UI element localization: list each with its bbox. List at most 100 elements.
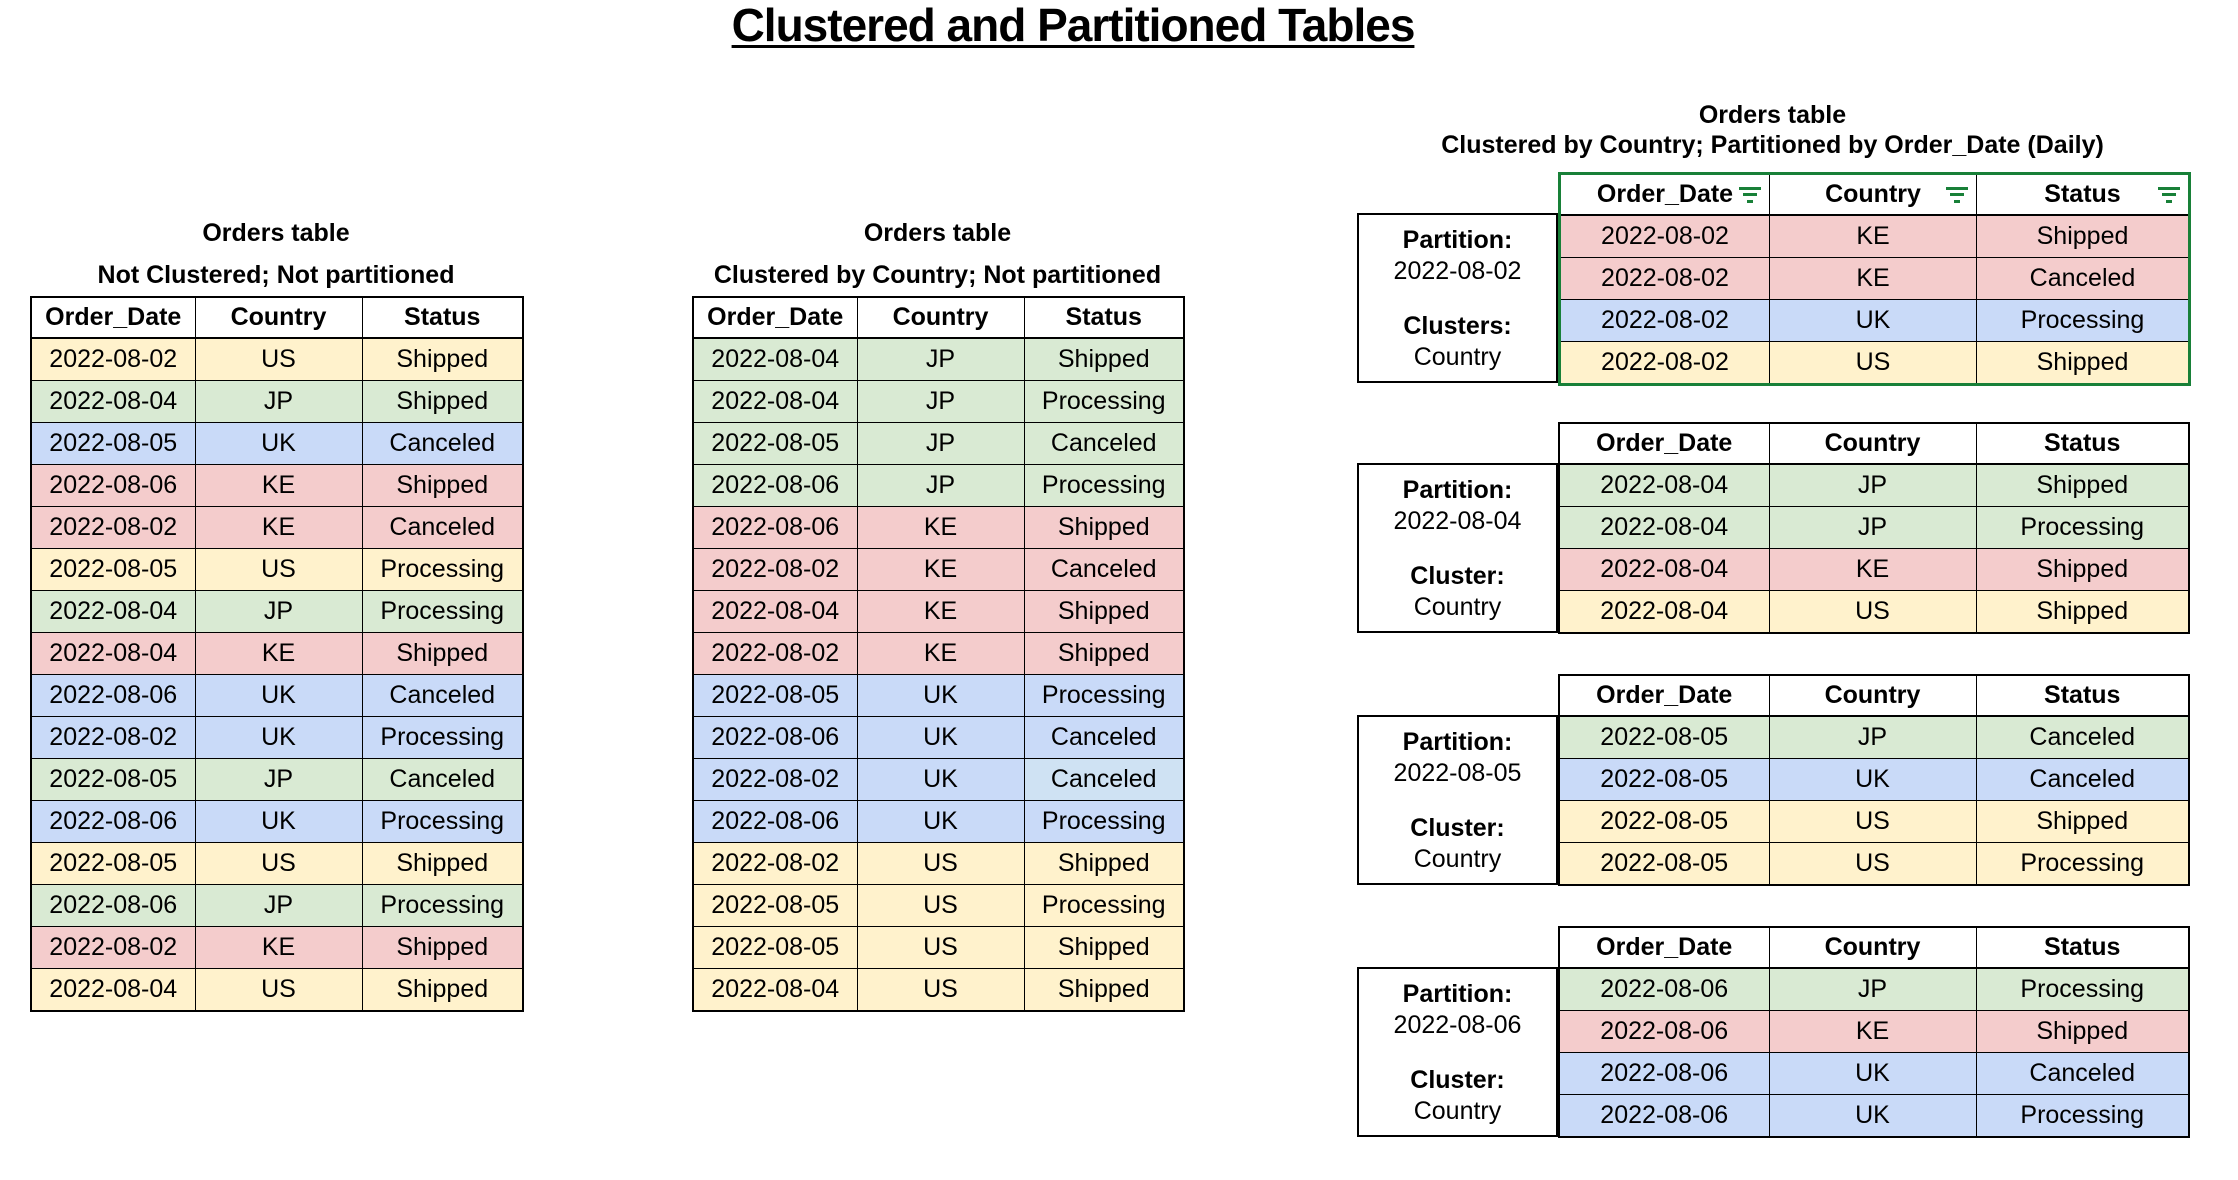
table-row: 2022-08-05 US Processing	[692, 884, 1185, 927]
status-cell: Canceled	[1023, 422, 1185, 465]
country-cell: JP	[1768, 715, 1977, 759]
column-header-label: Order_Date	[1596, 180, 1734, 208]
cluster-label: Clusters:	[1403, 312, 1512, 340]
table-row: 2022-08-05 JP Canceled	[30, 758, 524, 801]
partition-label-box: Partition: 2022-08-05 Cluster: Country	[1357, 715, 1558, 885]
order-date-cell: 2022-08-04	[1558, 590, 1770, 634]
status-cell: Processing	[1975, 1094, 2190, 1138]
status-cell: Canceled	[1976, 257, 2190, 300]
order-date-cell: 2022-08-02	[692, 548, 858, 591]
column-header-order-date: Order_Date	[1558, 674, 1770, 717]
table-row: 2022-08-04 US Shipped	[1558, 590, 2190, 634]
country-cell: JP	[1768, 506, 1977, 549]
column-header-status: Status	[1975, 926, 2190, 969]
order-date-cell: 2022-08-04	[30, 632, 196, 675]
table-row: 2022-08-06 UK Processing	[692, 800, 1185, 843]
order-date-cell: 2022-08-05	[692, 422, 858, 465]
status-cell: Processing	[361, 716, 524, 759]
country-cell: UK	[194, 422, 363, 465]
status-cell: Canceled	[361, 758, 524, 801]
column-header-order-date: Order_Date	[692, 296, 858, 339]
country-cell: KE	[194, 506, 363, 549]
status-cell: Shipped	[1976, 214, 2190, 258]
table-row: 2022-08-06 UK Canceled	[30, 674, 524, 717]
partition-value: 2022-08-05	[1393, 759, 1522, 787]
status-cell: Shipped	[1023, 590, 1185, 633]
orders-table-clustered: Order_Date Country Status 2022-08-04 JP …	[692, 296, 1185, 1012]
status-cell: Processing	[1023, 884, 1185, 927]
country-cell: KE	[856, 506, 1025, 549]
table-caption: Orders table	[202, 219, 350, 247]
country-cell: US	[194, 337, 363, 381]
table-row: 2022-08-02 US Shipped	[1559, 341, 2190, 385]
order-date-cell: 2022-08-04	[692, 337, 858, 381]
country-cell: UK	[1768, 1094, 1977, 1138]
header-row: Order_Date Country Status	[1558, 674, 2190, 717]
table-row: 2022-08-04 US Shipped	[692, 968, 1185, 1012]
country-cell: US	[194, 548, 363, 591]
order-date-cell: 2022-08-06	[1558, 1094, 1770, 1138]
country-cell: JP	[194, 590, 363, 633]
table-row: 2022-08-02 US Shipped	[30, 337, 524, 381]
status-cell: Processing	[1023, 800, 1185, 843]
order-date-cell: 2022-08-05	[30, 842, 196, 885]
order-date-cell: 2022-08-04	[1558, 506, 1770, 549]
country-cell: JP	[194, 884, 363, 927]
partition-label: Partition:	[1402, 728, 1513, 756]
status-cell: Shipped	[361, 337, 524, 381]
partition-block-2022-08-04: Partition: 2022-08-04 Cluster: Country O…	[1357, 422, 2190, 634]
order-date-cell: 2022-08-02	[30, 506, 196, 549]
status-cell: Processing	[1975, 506, 2190, 549]
country-cell: JP	[856, 380, 1025, 423]
order-date-cell: 2022-08-06	[692, 464, 858, 507]
order-date-cell: 2022-08-05	[1558, 800, 1770, 843]
header-row: Order_Date Country Status	[1559, 173, 2190, 216]
country-cell: KE	[1769, 214, 1977, 258]
cluster-value: Country	[1413, 1097, 1502, 1125]
cluster-label: Cluster:	[1410, 1066, 1505, 1094]
table-row: 2022-08-04 JP Processing	[30, 590, 524, 633]
table-caption: Orders table	[863, 219, 1012, 247]
table-row: 2022-08-05 US Processing	[30, 548, 524, 591]
filter-icon[interactable]	[2157, 186, 2181, 203]
order-date-cell: 2022-08-05	[30, 548, 196, 591]
filter-icon[interactable]	[1738, 186, 1762, 203]
country-cell: UK	[194, 800, 363, 843]
header-row: Order_Date Country Status	[1558, 926, 2190, 969]
status-cell: Processing	[361, 590, 524, 633]
cluster-stanza: Clusters: Country	[1361, 311, 1554, 373]
order-date-cell: 2022-08-05	[1558, 758, 1770, 801]
status-cell: Processing	[361, 548, 524, 591]
cluster-stanza: Cluster: Country	[1361, 561, 1554, 623]
order-date-cell: 2022-08-04	[1558, 463, 1770, 507]
table-row: 2022-08-05 JP Canceled	[1558, 715, 2190, 759]
partitioned-table-group: Orders table Clustered by Country; Parti…	[1357, 100, 2191, 1138]
filter-icon[interactable]	[1945, 186, 1969, 203]
table-row: 2022-08-05 US Shipped	[1558, 800, 2190, 843]
order-date-cell: 2022-08-02	[1559, 299, 1770, 342]
clustered-table-group: Orders table Clustered by Country; Not p…	[692, 218, 1185, 1012]
country-cell: UK	[856, 674, 1025, 717]
partition-stanza: Partition: 2022-08-04	[1361, 475, 1554, 537]
column-header-country: Country	[1768, 926, 1977, 969]
cluster-value: Country	[1413, 593, 1502, 621]
partition-table: Order_Date Country Status 2022-08-04 JP …	[1558, 422, 2190, 634]
country-cell: US	[1769, 341, 1977, 385]
country-cell: JP	[856, 337, 1025, 381]
country-cell: JP	[856, 422, 1025, 465]
status-cell: Canceled	[1975, 715, 2190, 759]
country-cell: UK	[194, 716, 363, 759]
country-cell: US	[856, 968, 1025, 1012]
order-date-cell: 2022-08-02	[692, 758, 858, 801]
country-cell: KE	[194, 632, 363, 675]
status-cell: Processing	[1023, 674, 1185, 717]
order-date-cell: 2022-08-02	[30, 337, 196, 381]
table-row: 2022-08-06 JP Processing	[1558, 967, 2190, 1011]
country-cell: KE	[1768, 548, 1977, 591]
partition-label-box: Partition: 2022-08-04 Cluster: Country	[1357, 463, 1558, 633]
order-date-cell: 2022-08-06	[692, 506, 858, 549]
partition-block-2022-08-02: Partition: 2022-08-02 Clusters: Country …	[1357, 172, 2191, 386]
order-date-cell: 2022-08-02	[30, 716, 196, 759]
country-cell: US	[1768, 842, 1977, 886]
status-cell: Canceled	[1023, 758, 1185, 801]
